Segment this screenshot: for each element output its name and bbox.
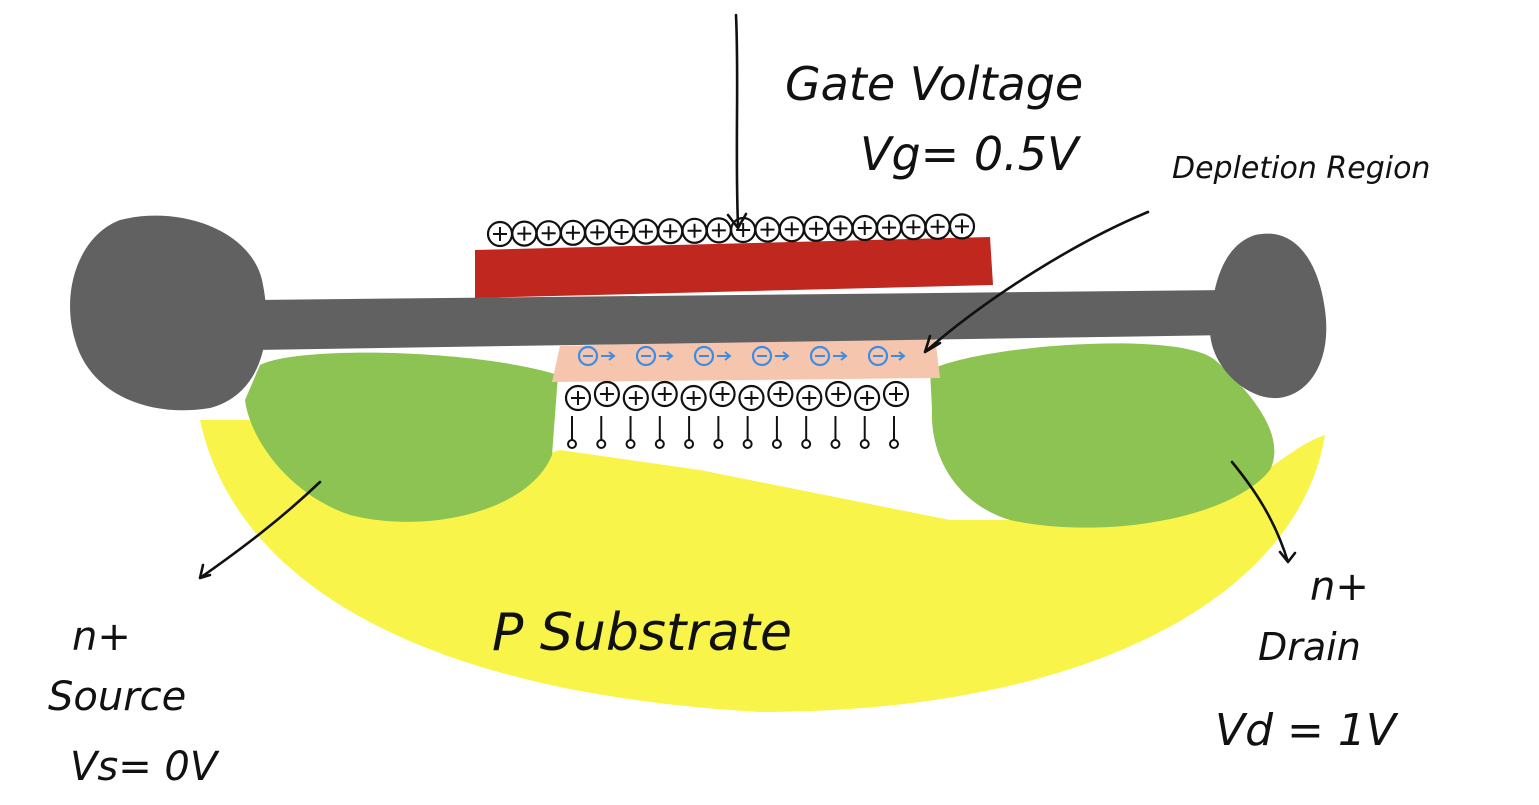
gate-oxide-bar	[250, 290, 1232, 350]
positive-charge-symbol	[827, 215, 854, 242]
positive-charge-symbol	[803, 215, 830, 242]
gate-electrode	[475, 237, 993, 298]
electron-symbol	[693, 345, 732, 367]
positive-charge-symbol	[632, 218, 659, 245]
gate-plus-charges	[486, 213, 976, 248]
source-n-region	[245, 352, 558, 522]
positive-charge-symbol	[882, 380, 910, 408]
positive-charge-symbol	[948, 213, 976, 240]
drain-type-label: n+	[1310, 564, 1369, 610]
source-pointer-arrow	[198, 480, 322, 580]
positive-charge-symbol	[651, 380, 678, 408]
positive-charge-symbol	[559, 219, 587, 246]
positive-charge-symbol	[778, 216, 805, 243]
positive-charge-symbol	[584, 219, 611, 246]
positive-charge-symbol	[851, 214, 878, 242]
drain-n-region	[930, 343, 1275, 528]
drain-contact-blob	[1210, 233, 1327, 399]
positive-charge-symbol	[608, 218, 635, 246]
acceptor-ion-symbol	[742, 416, 753, 449]
electron-symbol	[751, 345, 790, 367]
positive-charge-symbol	[900, 214, 927, 241]
acceptor-ion-symbol	[801, 416, 812, 449]
channel-electrons	[577, 345, 906, 367]
gate-voltage-title: Gate Voltage	[785, 57, 1083, 111]
positive-charge-symbol	[853, 384, 881, 412]
positive-charge-symbol	[511, 220, 538, 247]
positive-charge-symbol	[730, 216, 757, 244]
drain-name-label: Drain	[1258, 625, 1361, 669]
positive-charge-symbol	[657, 218, 684, 245]
depletion-region-label: Depletion Region	[1172, 151, 1430, 186]
depletion-pointer-arrow	[923, 210, 1150, 354]
electron-symbol	[577, 345, 616, 367]
positive-charge-symbol	[754, 216, 781, 243]
source-type-label: n+	[72, 614, 131, 660]
acceptor-ions	[567, 416, 899, 449]
acceptor-ion-symbol	[830, 416, 841, 449]
source-contact-blob	[70, 215, 267, 411]
positive-charge-symbol	[875, 214, 903, 241]
positive-charge-symbol	[924, 213, 951, 240]
acceptor-ion-symbol	[654, 416, 665, 449]
positive-charge-symbol	[681, 217, 708, 244]
gate-wire	[726, 13, 748, 230]
acceptor-ion-symbol	[889, 416, 899, 449]
positive-charge-symbol	[593, 380, 621, 408]
positive-charge-symbol	[564, 384, 592, 412]
depletion-plus-charges	[564, 380, 910, 412]
positive-charge-symbol	[622, 384, 649, 412]
acceptor-ion-symbol	[713, 416, 724, 449]
positive-charge-symbol	[680, 384, 707, 412]
positive-charge-symbol	[486, 220, 514, 248]
positive-charge-symbol	[796, 384, 823, 412]
electron-symbol	[635, 345, 674, 367]
electron-symbol	[867, 345, 906, 367]
acceptor-ion-symbol	[596, 416, 607, 449]
positive-charge-symbol	[709, 380, 736, 408]
acceptor-ion-symbol	[567, 416, 577, 449]
positive-charge-symbol	[535, 220, 562, 247]
positive-charge-symbol	[767, 380, 794, 408]
positive-charge-symbol	[825, 380, 852, 408]
positive-charge-symbol	[705, 217, 732, 244]
substrate-label: P Substrate	[492, 603, 792, 663]
acceptor-ion-symbol	[625, 416, 636, 449]
source-voltage-label: Vs= 0V	[70, 744, 220, 790]
electron-symbol	[809, 345, 848, 367]
acceptor-ion-symbol	[771, 416, 782, 449]
acceptor-ion-symbol	[859, 416, 870, 449]
source-name-label: Source	[48, 674, 186, 720]
drain-pointer-arrow	[1230, 460, 1297, 564]
drain-voltage-label: Vd = 1V	[1215, 705, 1399, 756]
gate-voltage-value: Vg= 0.5V	[860, 127, 1082, 181]
positive-charge-symbol	[738, 384, 765, 412]
acceptor-ion-symbol	[684, 416, 695, 449]
